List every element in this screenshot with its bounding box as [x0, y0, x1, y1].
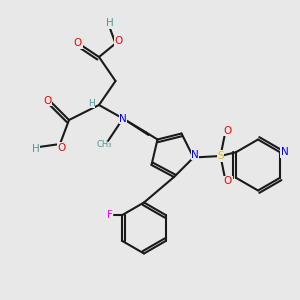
Text: H: H — [88, 99, 95, 108]
Text: N: N — [191, 149, 199, 160]
Text: CH₃: CH₃ — [97, 140, 112, 149]
Text: N: N — [281, 147, 289, 157]
Text: N: N — [119, 113, 127, 124]
Text: O: O — [74, 38, 82, 49]
Text: O: O — [224, 125, 232, 136]
Text: H: H — [106, 18, 113, 28]
Text: F: F — [107, 210, 113, 220]
Text: H: H — [32, 143, 39, 154]
Text: O: O — [43, 95, 52, 106]
Text: O: O — [114, 35, 123, 46]
Text: O: O — [57, 142, 66, 153]
Text: S: S — [217, 151, 224, 161]
Text: O: O — [224, 176, 232, 187]
